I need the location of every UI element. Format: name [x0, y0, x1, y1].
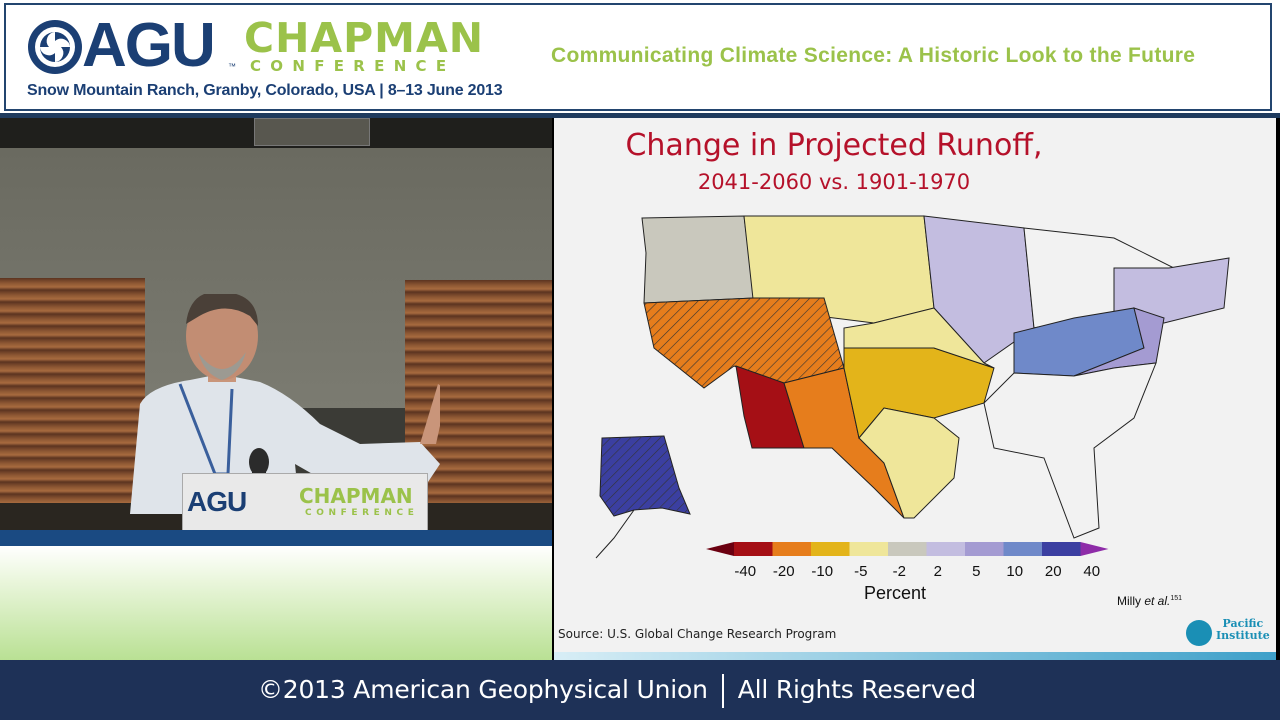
podium-agu-text: AGU: [187, 486, 247, 517]
legend-tick-label: 20: [1045, 563, 1062, 580]
presentation-slide: Change in Projected Runoff, 2041-2060 vs…: [554, 118, 1276, 660]
ceiling-light: [254, 118, 370, 146]
slide-source: Source: U.S. Global Change Research Prog…: [558, 627, 837, 641]
podium: AGU CHAPMAN CONFERENCE: [182, 473, 428, 533]
agu-swirl-icon: [28, 20, 82, 74]
conference-banner: AGU ™ CHAPMAN CONFERENCE Snow Mountain R…: [0, 0, 1280, 118]
footer-text: ©2013 American Geophysical Union All Righ…: [0, 674, 1234, 708]
legend-colorbar: [706, 542, 1109, 556]
region-northwest: [641, 215, 755, 304]
chapman-wordmark: CHAPMAN: [244, 14, 485, 62]
trademark-mark: ™: [228, 62, 236, 71]
citation-ref: 151: [1170, 595, 1183, 602]
banner-divider: [0, 113, 1280, 118]
conference-title: Communicating Climate Science: A Histori…: [551, 44, 1196, 67]
legend: -40 -20 -10 -5 -2 2 5 10 20 40: [706, 542, 1109, 580]
legend-swatch: [849, 542, 888, 556]
banner-frame: [4, 3, 1272, 111]
legend-arrow-high: [1080, 542, 1109, 556]
footer: ©2013 American Geophysical Union All Righ…: [0, 660, 1280, 720]
citation: Milly et al.151: [1117, 594, 1182, 608]
us-map: [595, 215, 1230, 559]
agu-logo: AGU: [26, 11, 246, 80]
window-blinds-right: [405, 280, 552, 530]
citation-etal: et al.: [1144, 594, 1171, 608]
citation-author: Milly: [1117, 594, 1141, 608]
legend-swatch: [888, 542, 927, 556]
legend-swatch: [772, 542, 811, 556]
legend-tick-label: -20: [773, 563, 795, 580]
legend-swatch: [811, 542, 850, 556]
pacific-institute-text: Pacific Institute: [1216, 618, 1270, 642]
legend-tick-label: -2: [893, 563, 906, 580]
podium-chapman-text: CHAPMAN: [299, 484, 413, 508]
legend-tick-label: 5: [972, 563, 980, 580]
pacific-institute-logo: Pacific Institute: [1186, 618, 1270, 646]
podium-conference-text: CONFERENCE: [305, 508, 419, 518]
legend-swatch: [1003, 542, 1042, 556]
legend-tick-label: 2: [934, 563, 942, 580]
legend-tick-labels: -40 -20 -10 -5 -2 2 5 10 20 40: [734, 563, 1100, 580]
pacific-logo-line1: Pacific: [1222, 617, 1264, 630]
region-missouri: [843, 307, 995, 369]
slide-title: Change in Projected Runoff,: [625, 128, 1043, 163]
slide-subtitle: 2041-2060 vs. 1901-1970: [697, 170, 971, 194]
region-upper-midwest: [923, 215, 1035, 364]
copyright-text: ©2013 American Geophysical Union: [257, 675, 708, 704]
region-texas-gulf: [858, 407, 960, 519]
region-lower-colorado: [735, 365, 805, 449]
region-southeast: [983, 362, 1157, 539]
green-panel: [0, 546, 552, 662]
video-bottom-bar: [0, 530, 552, 546]
rights-text: All Rights Reserved: [737, 675, 977, 704]
legend-swatch: [926, 542, 965, 556]
conference-location: Snow Mountain Ranch, Granby, Colorado, U…: [27, 82, 503, 99]
legend-title: Percent: [864, 583, 927, 603]
legend-swatch: [734, 542, 773, 556]
legend-tick-label: 10: [1006, 563, 1023, 580]
conference-wordmark: CONFERENCE: [250, 57, 456, 75]
speaker-video: AGU CHAPMAN CONFERENCE: [0, 118, 552, 546]
window-blinds-left: [0, 278, 145, 528]
water-drop-icon: [1186, 620, 1212, 646]
agu-logo-text: AGU: [82, 11, 216, 80]
slide-bottom-bar: [554, 652, 1276, 660]
runoff-map: [595, 215, 1230, 559]
legend-swatch: [965, 542, 1004, 556]
footer-separator: [721, 674, 724, 708]
legend-tick-label: 40: [1083, 563, 1100, 580]
legend-tick-label: -5: [854, 563, 867, 580]
legend-swatch: [1042, 542, 1081, 556]
legend-tick-label: -40: [734, 563, 756, 580]
legend-arrow-low: [706, 542, 734, 556]
pacific-logo-line2: Institute: [1216, 629, 1270, 642]
legend-tick-label: -10: [811, 563, 833, 580]
